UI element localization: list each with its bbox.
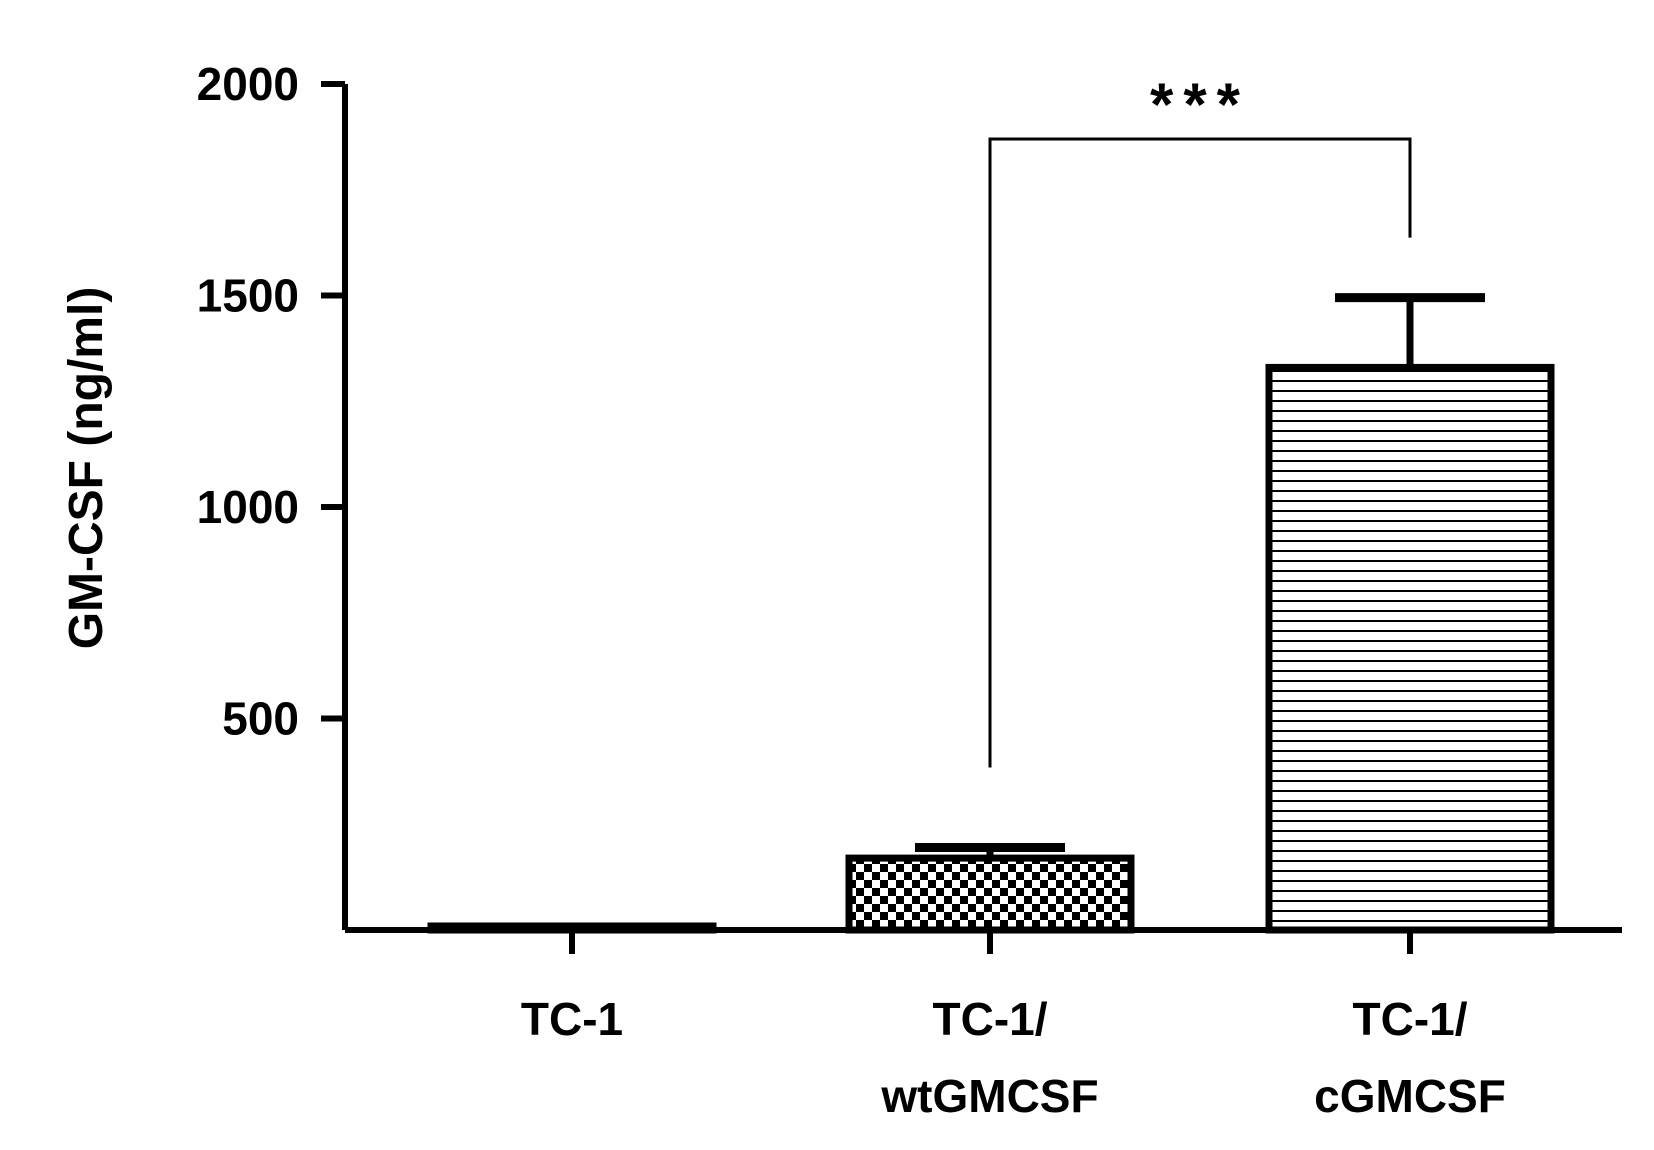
x-category-label: wtGMCSF (880, 1070, 1098, 1122)
x-category-label: TC-1 (521, 993, 623, 1045)
significance-label: *** (1150, 71, 1250, 138)
significance-line (988, 137, 1412, 768)
y-tick-label: 2000 (197, 58, 299, 110)
y-tick-label: 1500 (197, 270, 299, 322)
x-axis: TC-1 TC-1/wtGMCSF TC-1/cGMCSF (345, 927, 1622, 1122)
bar (427, 922, 717, 934)
y-axis: 500 1000 1500 2000 (197, 58, 348, 930)
bar (1265, 363, 1555, 934)
significance-bracket: *** (988, 71, 1412, 768)
bar (845, 854, 1135, 934)
y-axis-title: GM-CSF (ng/ml) (60, 287, 113, 650)
x-category-label: cGMCSF (1314, 1070, 1506, 1122)
y-tick-label: 1000 (197, 481, 299, 533)
y-tick-label: 500 (222, 693, 299, 745)
bars (427, 293, 1555, 934)
x-category-label: TC-1/ (1353, 993, 1468, 1045)
x-category-label: TC-1/ (933, 993, 1048, 1045)
